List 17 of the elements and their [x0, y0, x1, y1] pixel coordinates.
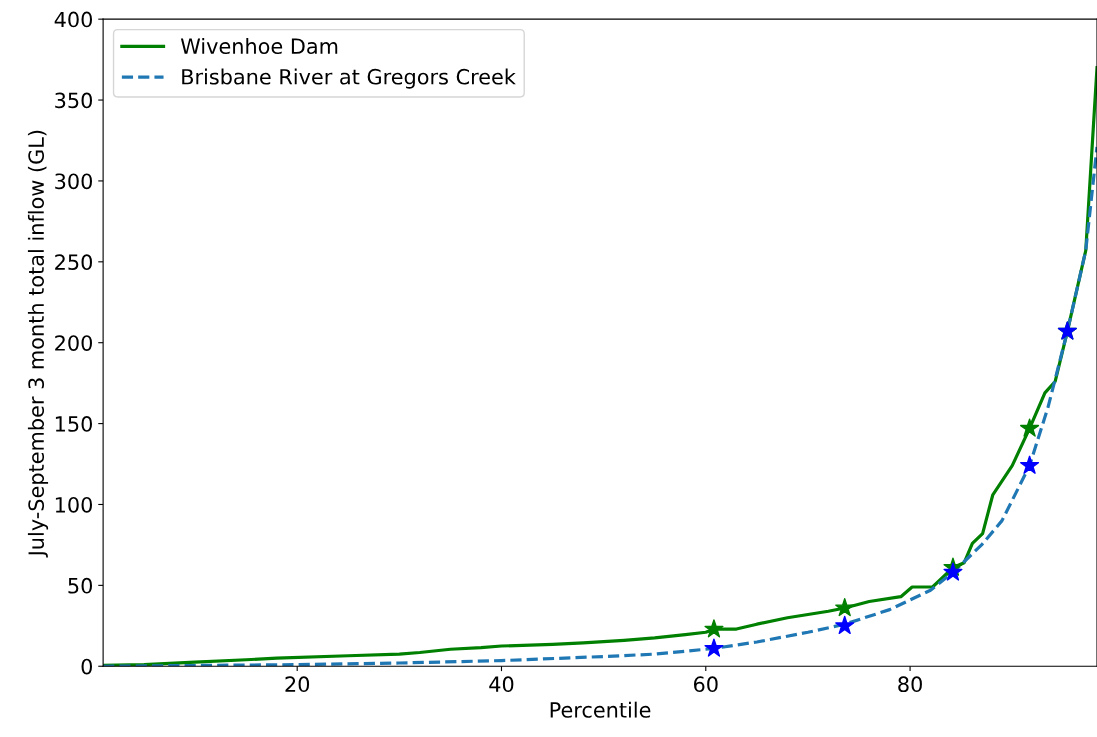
y-tick-label: 300 — [55, 173, 93, 190]
legend-label: Wivenhoe Dam — [180, 37, 338, 55]
y-tick-label: 200 — [55, 335, 93, 351]
y-tick-label: 0 — [81, 658, 93, 675]
legend-label: Brisbane River at Gregors Creek — [182, 68, 516, 89]
y-tick-label: 350 — [55, 92, 93, 109]
y-tick-label: 150 — [55, 416, 93, 432]
x-tick-label: 80 — [898, 676, 922, 693]
x-tick-label: 20 — [285, 676, 310, 693]
x-axis-title: Percentile — [550, 701, 651, 718]
x-tick-label: 60 — [693, 676, 718, 693]
x-tick-label: 40 — [489, 676, 514, 693]
y-tick-label: 400 — [54, 11, 93, 28]
y-tick-label: 250 — [55, 254, 93, 271]
y-tick-label: 50 — [68, 577, 93, 594]
y-tick-label: 100 — [55, 496, 93, 513]
y-axis-title: July-September 3 month total inflow (GL) — [27, 130, 49, 558]
